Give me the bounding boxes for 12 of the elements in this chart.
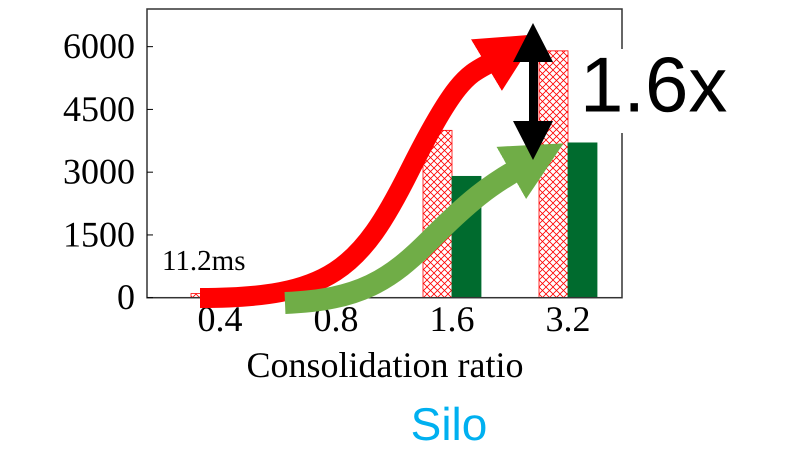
y-tick-label: 0 <box>117 277 135 318</box>
y-tick-label: 3000 <box>63 152 135 192</box>
x-tick-label: 3.2 <box>546 299 590 340</box>
y-tick-label: 6000 <box>63 26 135 66</box>
annotation: 11.2ms <box>162 245 246 277</box>
annotation: 1.6x <box>580 40 728 129</box>
y-tick-label: 4500 <box>63 88 135 129</box>
x-axis-title: Consolidation ratio <box>246 345 524 385</box>
y-tick-label: 1500 <box>63 214 135 254</box>
text: Silo <box>410 398 488 449</box>
x-tick-label: 1.6 <box>430 299 474 340</box>
x-tick-label: 0.4 <box>198 299 242 340</box>
